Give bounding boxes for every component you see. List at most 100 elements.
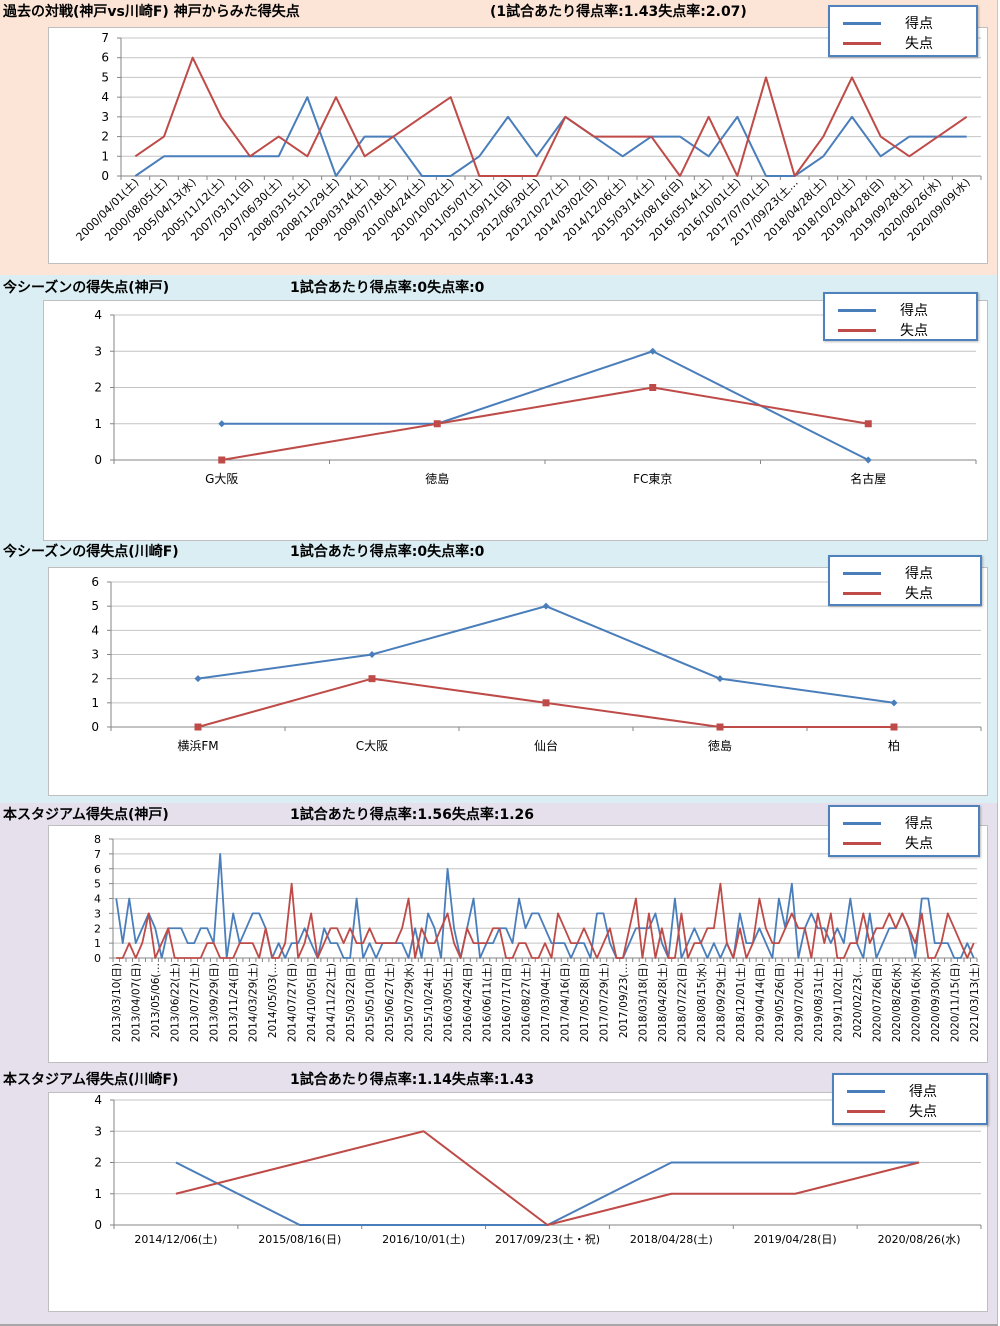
data-point-conceded [310, 912, 313, 915]
data-point-conceded [803, 927, 806, 930]
x-tick-label: 2016/06/11(土) [481, 963, 494, 1042]
x-tick-label: 2020/02/23(… [852, 963, 864, 1038]
data-point-scored [908, 135, 911, 138]
data-point-scored [173, 927, 176, 930]
chart-title: 過去の対戦(神戸vs川崎F) 神戸からみた得失点 [3, 4, 300, 20]
data-point-conceded [650, 135, 653, 138]
data-point-scored [794, 1161, 797, 1164]
data-point-conceded [888, 912, 891, 915]
data-point-scored [433, 927, 436, 930]
legend-item-conceded: 失点 [830, 833, 978, 853]
legend-line-conceded-icon [843, 41, 881, 45]
y-tick-label: 1 [94, 1187, 102, 1201]
data-point-conceded [414, 957, 417, 960]
data-point-conceded [518, 942, 521, 945]
data-point-conceded [191, 56, 194, 59]
data-point-conceded [160, 942, 163, 945]
data-point-scored [537, 912, 540, 915]
data-point-scored [933, 942, 936, 945]
data-point-scored [421, 175, 424, 178]
y-tick-label: 0 [91, 720, 99, 734]
legend-label: 得点 [905, 566, 933, 582]
data-point-scored [965, 135, 968, 138]
data-point-conceded [194, 723, 202, 731]
data-point-scored [569, 957, 572, 960]
data-point-conceded [535, 175, 538, 178]
data-point-conceded [901, 912, 904, 915]
y-tick-label: 3 [101, 110, 109, 124]
line-chart: 0 1 2 3 4 5 6 横浜FM C大阪 仙台 徳島 柏 [91, 575, 982, 753]
y-tick-label: 3 [94, 344, 102, 358]
data-point-scored [634, 927, 637, 930]
data-point-conceded [879, 135, 882, 138]
data-point-conceded [505, 957, 508, 960]
data-point-conceded [128, 942, 131, 945]
data-point-scored [888, 927, 891, 930]
legend-line-scored-icon [847, 1089, 885, 1093]
data-point-scored [849, 897, 852, 900]
axes [117, 37, 982, 180]
data-point-conceded [478, 175, 481, 178]
data-point-conceded [784, 927, 787, 930]
x-tick-label: 2018/12/01(土) [734, 963, 747, 1042]
data-point-scored [745, 942, 748, 945]
x-tick-label: 2013/03/10(日) [111, 963, 123, 1042]
data-point-conceded [316, 957, 319, 960]
data-point-conceded [154, 957, 157, 960]
data-point-scored [758, 927, 761, 930]
data-point-conceded [459, 957, 462, 960]
data-point-scored [608, 942, 611, 945]
data-point-scored [647, 927, 650, 930]
data-point-conceded [492, 927, 495, 930]
data-point-conceded [593, 135, 596, 138]
data-point-scored [914, 957, 917, 960]
data-point-scored [507, 115, 510, 118]
data-point-conceded [564, 115, 567, 118]
data-point-conceded [446, 912, 449, 915]
y-tick-label: 1 [94, 417, 102, 431]
chart-stadium-kobe: 0 1 2 3 4 5 6 7 8 2013/03/10(日) 2013/04/07(日) 2013/… [48, 825, 988, 1063]
data-point-conceded [349, 927, 352, 930]
data-point-scored [890, 699, 898, 707]
data-point-conceded [277, 957, 280, 960]
x-tick-label: G大阪 [205, 472, 238, 486]
data-point-conceded [511, 957, 514, 960]
data-point-conceded [401, 927, 404, 930]
chart-title: 本スタジアム得失点(神戸) [3, 807, 169, 823]
y-tick-label: 0 [94, 952, 101, 965]
data-point-conceded [699, 942, 702, 945]
data-point-scored [864, 456, 872, 464]
data-point-scored [511, 942, 514, 945]
data-point-scored [414, 927, 417, 930]
x-tick-label: C大阪 [356, 739, 388, 753]
data-point-conceded [965, 115, 968, 118]
line-chart: 0 1 2 3 4 G大阪 徳島 FC東京 名古屋 [94, 308, 977, 486]
gridlines [121, 37, 981, 157]
legend-line-scored-icon [843, 821, 881, 825]
data-point-conceded [933, 957, 936, 960]
data-point-scored [363, 135, 366, 138]
x-tick-label: 2020/09/30(水) [930, 963, 942, 1042]
x-tick-label: 2013/05/06(… [150, 963, 162, 1038]
data-point-conceded [134, 155, 137, 158]
data-point-conceded [764, 927, 767, 930]
data-point-conceded [736, 175, 739, 178]
data-point-conceded [816, 912, 819, 915]
data-point-scored [342, 957, 345, 960]
data-point-scored [706, 957, 709, 960]
data-point-scored [628, 942, 631, 945]
data-point-scored [478, 155, 481, 158]
series-line-conceded [116, 882, 975, 959]
y-tick-label: 4 [91, 623, 99, 637]
x-tick-label: 2015/06/27(土) [383, 963, 396, 1042]
data-point-conceded [433, 420, 441, 428]
data-point-conceded [908, 155, 911, 158]
y-tick-label: 5 [94, 878, 101, 891]
data-point-conceded [392, 135, 395, 138]
data-point-conceded [531, 957, 534, 960]
data-point-scored [875, 957, 878, 960]
x-tick-label: 2015/10/24(土) [422, 963, 435, 1042]
x-tick-label: 2016/10/01(土) [382, 1233, 465, 1246]
data-point-scored [771, 957, 774, 960]
